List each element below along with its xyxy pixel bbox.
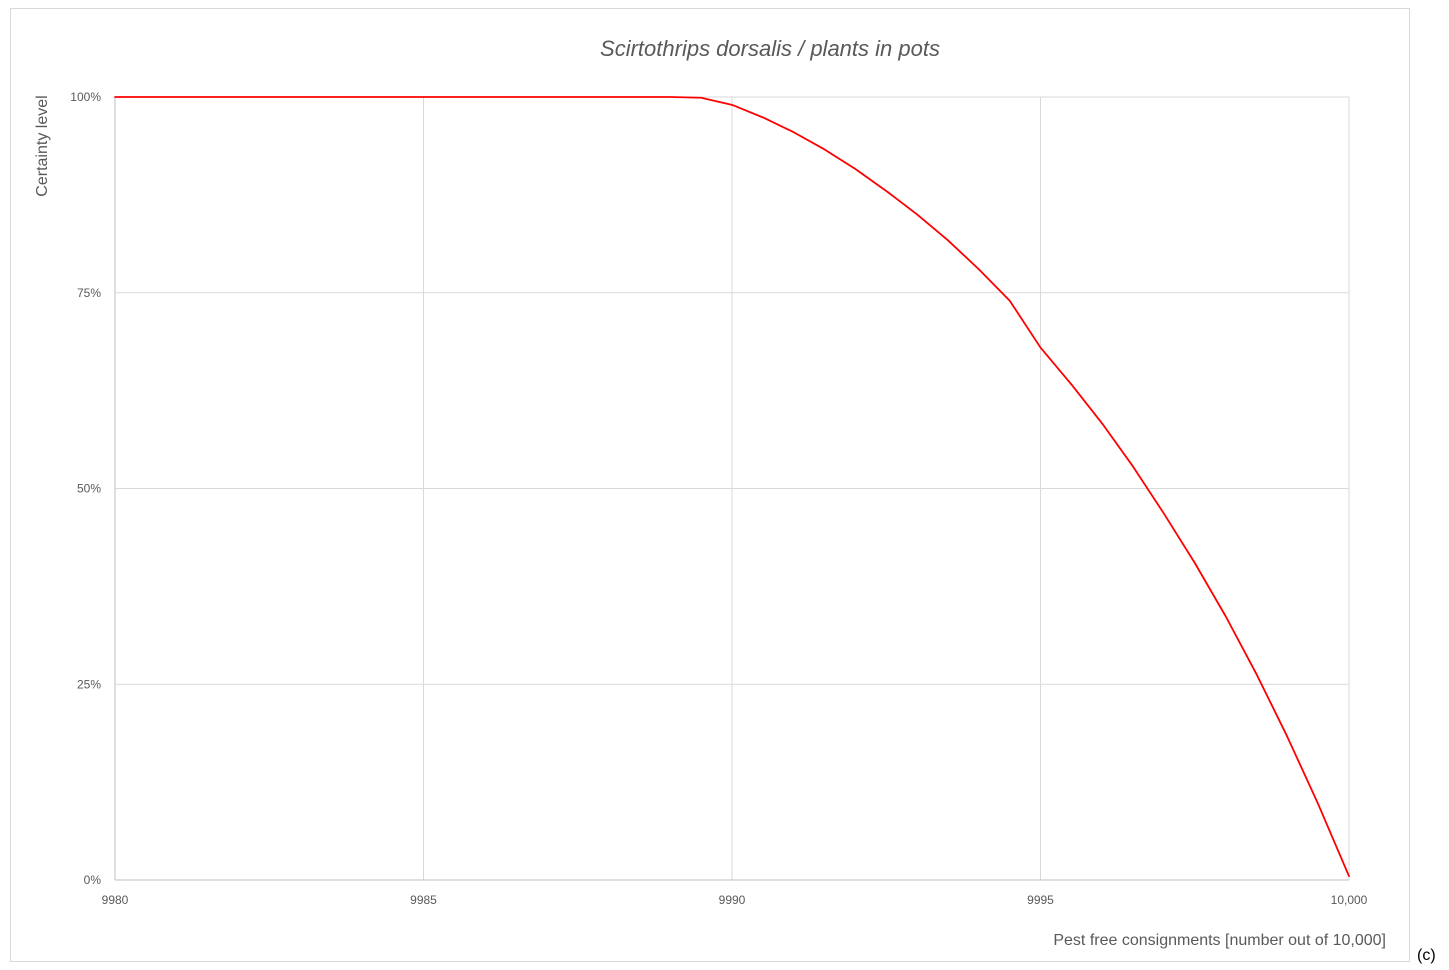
chart-title: Scirtothrips dorsalis / plants in pots — [600, 36, 940, 61]
tick-labels: 0% 25% 50% 75% 100% 9980 9985 9990 9995 10,000 — [70, 90, 1367, 907]
gridlines — [115, 96, 1350, 880]
x-tick-label: 9990 — [719, 893, 746, 907]
series-line — [114, 96, 1350, 877]
x-tick-label: 9995 — [1027, 893, 1054, 907]
y-tick-label: 50% — [77, 482, 101, 496]
y-tick-label: 25% — [77, 677, 101, 691]
x-tick-label: 9980 — [102, 893, 129, 907]
y-tick-label: 0% — [84, 873, 102, 887]
y-tick-label: 75% — [77, 286, 101, 300]
chart-frame — [10, 8, 1410, 962]
axes — [114, 97, 1349, 881]
x-axis-title: Pest free consignments [number out of 10… — [1053, 932, 1386, 949]
y-axis-title: Certainty level — [34, 95, 51, 196]
y-tick-label: 100% — [70, 90, 101, 104]
x-tick-label: 10,000 — [1331, 893, 1368, 907]
series — [114, 96, 1350, 877]
x-tick-label: 9985 — [410, 893, 437, 907]
panel-label: (c) — [1417, 947, 1436, 964]
